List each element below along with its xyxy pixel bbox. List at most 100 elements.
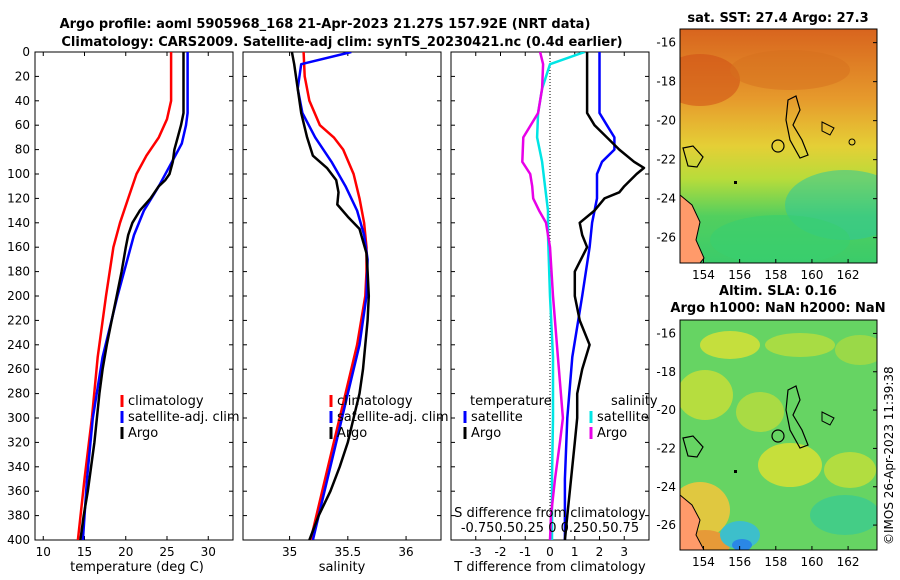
map-ytick-label: -26 bbox=[656, 518, 676, 532]
difference-xtick-label: 2 bbox=[596, 545, 604, 559]
temperature-series-argo bbox=[79, 52, 185, 540]
legend-label-satellite: satellite-adj. clim bbox=[337, 410, 449, 425]
depth-tick-labels: 0 20 40 60 80 100 120 140 160 180 200 220 240 260 280 3… bbox=[7, 45, 30, 547]
sst-map-title: sat. SST: 27.4 Argo: 27.3 bbox=[687, 11, 868, 26]
difference-xtick-label: -1 bbox=[519, 545, 531, 559]
legend-label-argo: Argo bbox=[337, 426, 367, 441]
depth-tick-label: 200 bbox=[7, 289, 30, 303]
depth-tick-label: 300 bbox=[7, 411, 30, 425]
difference-xtick-label: 1 bbox=[571, 545, 579, 559]
depth-tick-label: 320 bbox=[7, 435, 30, 449]
difference-series-s-satellite bbox=[535, 52, 586, 540]
sla-high-patch bbox=[824, 452, 876, 488]
reef-contour bbox=[682, 435, 704, 458]
main-title-line2: Climatology: CARS2009. Satellite-adj cli… bbox=[61, 35, 622, 50]
difference-series-s-argo bbox=[521, 52, 565, 540]
sla-map bbox=[680, 320, 877, 550]
depth-tick-label: 280 bbox=[7, 387, 30, 401]
depth-tick-label: 80 bbox=[15, 143, 30, 157]
map-xtick-label: 156 bbox=[728, 555, 751, 569]
depth-tick-label: 360 bbox=[7, 484, 30, 498]
sst-map bbox=[680, 29, 877, 263]
sla-map-title-line2: Argo h1000: NaN h2000: NaN bbox=[670, 301, 885, 316]
depth-tick-label: 340 bbox=[7, 460, 30, 474]
difference-xlabel: T difference from climatology bbox=[453, 560, 646, 575]
sla-low-patch bbox=[810, 495, 877, 535]
difference-xtick-label: 3 bbox=[620, 545, 628, 559]
sst-cool-patch bbox=[710, 215, 850, 263]
reef-contour bbox=[821, 121, 835, 136]
reef-contour bbox=[785, 95, 809, 159]
salinity-series-satellite-adj-clim bbox=[296, 52, 369, 540]
temperature-series-satellite-adj-clim bbox=[81, 52, 189, 540]
map-xtick-label: 154 bbox=[692, 268, 715, 282]
temperature-xtick-label: 30 bbox=[201, 545, 216, 559]
salinity-xlabel: salinity bbox=[319, 560, 366, 575]
difference-series-t-satellite bbox=[563, 52, 616, 540]
map-ytick-label: -22 bbox=[656, 153, 676, 167]
map-xtick-label: 156 bbox=[728, 268, 751, 282]
sst-map-ticks: 154 156 158 160 162 -16 -18 -20 -22 -24 -26 bbox=[656, 36, 877, 282]
sla-high-patch bbox=[680, 370, 733, 420]
reef-contour bbox=[771, 139, 785, 153]
temperature-series bbox=[76, 52, 189, 540]
salinity-legend: climatology satellite-adj. clim Argo bbox=[329, 394, 449, 441]
sla-high-patch bbox=[736, 392, 784, 432]
map-xtick-label: 162 bbox=[837, 268, 860, 282]
argo-location-marker bbox=[734, 470, 737, 473]
s-difference-tick-labels: -0.750.50.25 0 0.250.50.75 bbox=[461, 521, 639, 536]
map-xtick-label: 162 bbox=[837, 555, 860, 569]
sla-high-patch bbox=[765, 333, 835, 357]
difference-xtick-label: 0 bbox=[546, 545, 554, 559]
map-ytick-label: -18 bbox=[656, 75, 676, 89]
legend-title-salinity: salinity bbox=[611, 394, 658, 409]
sla-high-patch bbox=[758, 443, 822, 487]
imos-timestamp: ©IMOS 26-Apr-2023 11:39:38 bbox=[882, 366, 896, 545]
temperature-xtick-label: 25 bbox=[159, 545, 174, 559]
depth-tick-label: 180 bbox=[7, 265, 30, 279]
s-difference-axis-label: S difference from climatology bbox=[454, 506, 646, 521]
legend-label-climatology: climatology bbox=[337, 394, 413, 409]
sla-high-patch bbox=[680, 482, 730, 538]
map-ytick-label: -16 bbox=[656, 36, 676, 50]
depth-tick-label: 100 bbox=[7, 167, 30, 181]
salinity-series-argo bbox=[290, 52, 371, 540]
temperature-panel-frame bbox=[34, 51, 234, 541]
depth-tick-label: 0 bbox=[22, 45, 30, 59]
difference-xtick-label: -2 bbox=[495, 545, 507, 559]
map-xtick-label: 160 bbox=[800, 555, 823, 569]
reef-contour bbox=[771, 429, 785, 443]
salinity-xtick-label: 35 bbox=[282, 545, 297, 559]
map-xtick-label: 158 bbox=[764, 555, 787, 569]
difference-series-t-argo bbox=[563, 52, 646, 540]
coastline-landmass bbox=[680, 494, 705, 550]
depth-tick-label: 120 bbox=[7, 191, 30, 205]
depth-tick-label: 40 bbox=[15, 94, 30, 108]
depth-tick-label: 260 bbox=[7, 362, 30, 376]
map-ytick-label: -16 bbox=[656, 326, 676, 340]
depth-tick-label: 140 bbox=[7, 216, 30, 230]
salinity-xtick-label: 35.5 bbox=[334, 545, 361, 559]
depth-tick-label: 220 bbox=[7, 313, 30, 327]
sla-high-patch bbox=[835, 335, 877, 365]
difference-ticks: -3 -2 -1 0 1 2 3 bbox=[451, 51, 649, 559]
sst-map-frame bbox=[679, 28, 878, 264]
legend-label-climatology: climatology bbox=[128, 394, 204, 409]
reef-contour bbox=[682, 145, 704, 168]
reef-contour bbox=[821, 411, 835, 426]
difference-series bbox=[521, 52, 646, 540]
difference-xtick-label: -3 bbox=[470, 545, 482, 559]
legend-label-argo: Argo bbox=[128, 426, 158, 441]
sst-warm-patch bbox=[680, 54, 740, 106]
temperature-ticks: 10 15 20 25 30 bbox=[35, 51, 233, 559]
salinity-series bbox=[290, 52, 371, 540]
argo-location-marker bbox=[734, 181, 737, 184]
reef-contour bbox=[848, 138, 856, 146]
coastline-landmass bbox=[680, 194, 705, 263]
map-ytick-label: -22 bbox=[656, 441, 676, 455]
reef-contour bbox=[785, 385, 809, 449]
temperature-series-climatology bbox=[76, 52, 173, 540]
difference-legend: temperature salinity satellite Argo sate… bbox=[463, 394, 658, 441]
map-xtick-label: 154 bbox=[692, 555, 715, 569]
